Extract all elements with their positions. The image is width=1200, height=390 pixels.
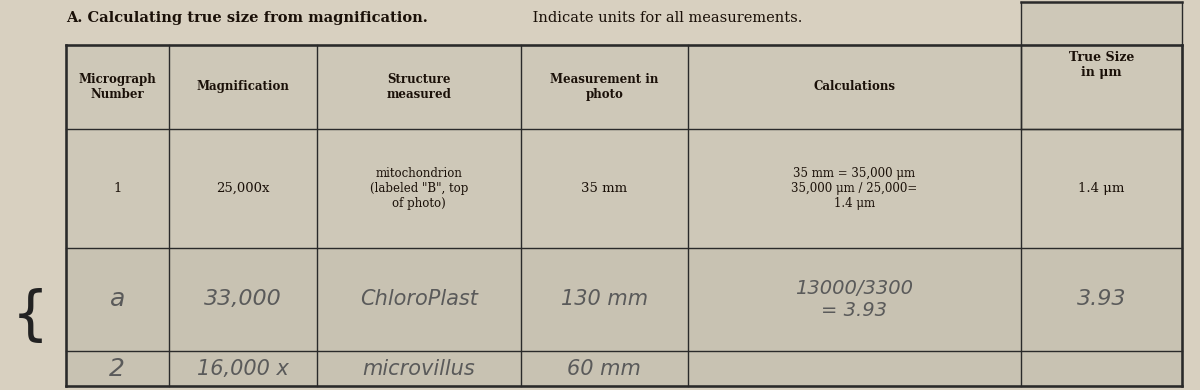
Text: a: a	[109, 287, 125, 311]
Text: 35 mm = 35,000 μm
35,000 μm / 25,000=
1.4 μm: 35 mm = 35,000 μm 35,000 μm / 25,000= 1.…	[791, 167, 918, 210]
Bar	[688, 351, 1021, 386]
Bar	[1021, 2, 1182, 129]
Text: 33,000: 33,000	[204, 289, 282, 309]
Bar	[1021, 248, 1182, 351]
Text: Micrograph
Number: Micrograph Number	[78, 73, 156, 101]
Text: Calculations: Calculations	[814, 80, 895, 93]
Bar	[1021, 351, 1182, 386]
Text: 13000/3300
= 3.93: 13000/3300 = 3.93	[796, 279, 913, 320]
Text: 1: 1	[113, 182, 121, 195]
Bar	[317, 351, 521, 386]
Text: ChloroPlast: ChloroPlast	[360, 289, 478, 309]
Text: Measurement in
photo: Measurement in photo	[550, 73, 659, 101]
Bar	[168, 351, 317, 386]
Text: Magnification: Magnification	[197, 80, 289, 93]
Bar	[66, 129, 168, 248]
Text: 25,000x: 25,000x	[216, 182, 270, 195]
Bar	[688, 45, 1021, 129]
Bar	[688, 248, 1021, 351]
Text: 3.93: 3.93	[1076, 289, 1127, 309]
Text: 60 mm: 60 mm	[568, 358, 641, 379]
Text: mitochondrion
(labeled "B", top
of photo): mitochondrion (labeled "B", top of photo…	[370, 167, 468, 210]
Bar	[317, 129, 521, 248]
Text: 16,000 x: 16,000 x	[197, 358, 289, 379]
Bar	[521, 248, 688, 351]
Bar	[66, 351, 168, 386]
Bar	[521, 45, 688, 129]
Bar	[521, 351, 688, 386]
Bar	[168, 248, 317, 351]
Text: True Size
in μm: True Size in μm	[1069, 51, 1134, 79]
Text: 1.4 μm: 1.4 μm	[1079, 182, 1124, 195]
Bar	[66, 248, 168, 351]
Bar	[66, 45, 168, 129]
Text: 130 mm: 130 mm	[560, 289, 648, 309]
Bar	[317, 248, 521, 351]
Text: Structure
measured: Structure measured	[386, 73, 451, 101]
Text: 2: 2	[109, 356, 125, 381]
Text: {: {	[12, 288, 48, 346]
Text: Indicate units for all measurements.: Indicate units for all measurements.	[528, 11, 803, 25]
Text: A. Calculating true size from magnification.: A. Calculating true size from magnificat…	[66, 11, 427, 25]
Bar	[688, 129, 1021, 248]
Bar	[1021, 45, 1182, 129]
Bar	[317, 45, 521, 129]
Bar	[168, 45, 317, 129]
Text: microvillus: microvillus	[362, 358, 475, 379]
Bar	[1021, 129, 1182, 248]
Text: 35 mm: 35 mm	[581, 182, 628, 195]
Bar	[521, 129, 688, 248]
Bar	[168, 129, 317, 248]
